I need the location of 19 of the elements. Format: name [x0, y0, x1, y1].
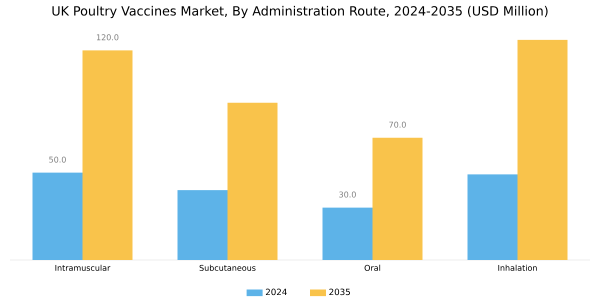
bar	[178, 190, 228, 260]
bar	[372, 138, 423, 260]
data-label: 70.0	[389, 122, 406, 128]
bar	[32, 172, 82, 260]
data-label: 50.0	[49, 156, 66, 163]
x-tick-label: Intramuscular	[55, 264, 110, 271]
bar	[322, 208, 372, 260]
x-tick-label: Subcutaneous	[200, 264, 256, 271]
data-label: 120.0	[96, 34, 118, 40]
legend-label: 2024	[266, 288, 287, 296]
bar	[468, 174, 518, 260]
x-tick-label: Inhalation	[498, 264, 537, 271]
data-label: 30.0	[339, 192, 356, 198]
chart-title: UK Poultry Vaccines Market, By Administration Route, 2024-2035 (USD Million)	[52, 6, 548, 18]
bar	[518, 40, 568, 260]
x-tick-label: Oral	[364, 264, 380, 271]
legend-label: 2035	[329, 288, 350, 296]
bar	[228, 102, 278, 260]
bar	[82, 50, 132, 260]
